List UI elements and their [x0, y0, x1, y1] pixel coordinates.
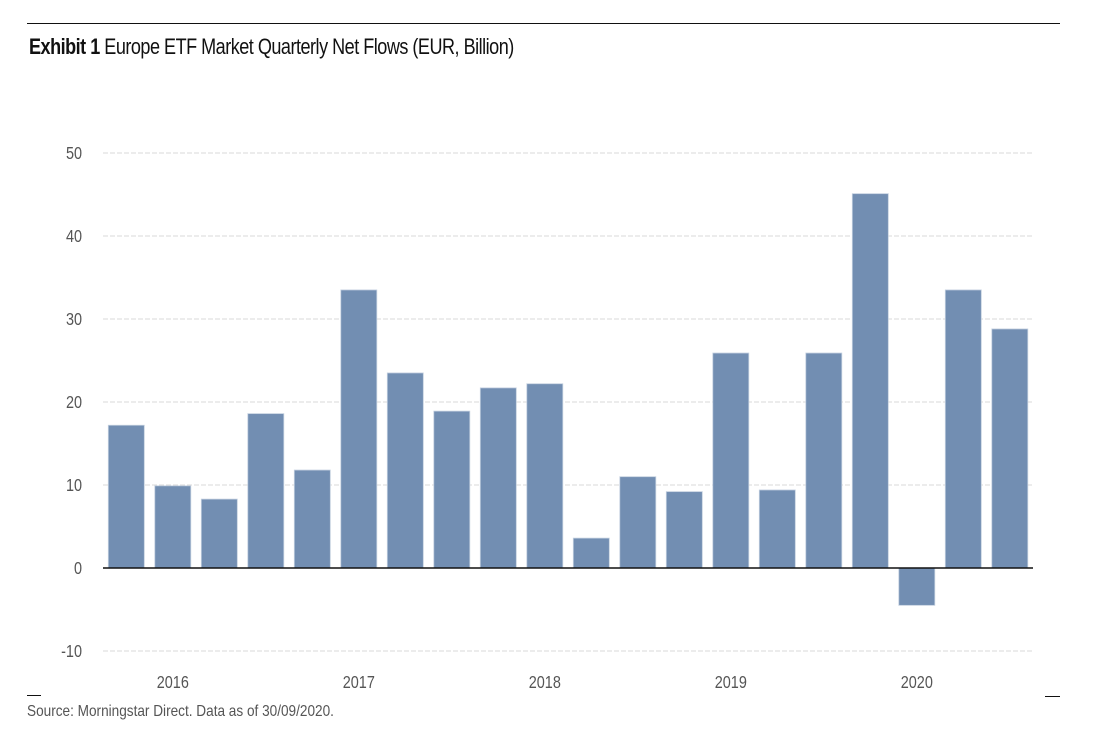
- y-tick-label: 10: [66, 476, 82, 496]
- exhibit-label: Exhibit 1: [29, 34, 100, 59]
- top-rule: [27, 23, 1060, 24]
- x-tick-label: 2018: [529, 673, 561, 693]
- bar: Q2 2019: 9.4: [758, 489, 796, 569]
- bar: Q3 2020: 28.8: [991, 328, 1029, 569]
- bar: Q1 2017: 33.5: [340, 289, 378, 569]
- x-tick-label: 2017: [343, 673, 375, 693]
- bar: Q3 2019: 25.9: [805, 352, 843, 569]
- bar: Q4 2017: 21.7: [479, 387, 517, 569]
- gridlines: [103, 152, 1033, 652]
- y-tick-label: 50: [66, 144, 82, 164]
- y-tick-label: 30: [66, 310, 82, 330]
- bar: Q1 2018: 22.2: [526, 383, 564, 569]
- bar: Q1 2019: 25.9: [712, 352, 750, 569]
- bar: Q4 2018: 9.2: [665, 491, 703, 569]
- bar: Q2 2020: 33.5: [944, 289, 982, 569]
- bar: Q4 2015: 17.2: [107, 424, 145, 569]
- bars: Q4 2015: 17.2Q1 2016: 9.9Q2 2016: 8.3Q3 …: [107, 193, 1029, 606]
- bar: Q3 2017: 18.9: [433, 410, 471, 569]
- source-note: Source: Morningstar Direct. Data as of 3…: [27, 703, 334, 720]
- bar: Q1 2016: 9.9: [154, 485, 192, 569]
- y-tick-label: 0: [74, 559, 82, 579]
- bar: Q2 2017: 23.5: [386, 372, 424, 569]
- bar: Q2 2018: 3.6: [572, 537, 610, 569]
- bar: Q4 2019: 45.1: [851, 193, 889, 569]
- x-tick-label: 2020: [901, 673, 933, 693]
- chart-title: Exhibit 1 Europe ETF Market Quarterly Ne…: [29, 34, 514, 60]
- bar: Q1 2020: -4.5: [898, 567, 936, 606]
- footer-rule-right: [1045, 696, 1060, 697]
- bar: Q3 2016: 18.6: [247, 413, 285, 569]
- x-axis-tick-labels: 2016 2017 2018 2019 2020: [157, 673, 933, 693]
- bar: Q2 2016: 8.3: [200, 498, 238, 569]
- bar: Q3 2018: 11: [619, 476, 657, 569]
- y-axis-tick-labels: -10 0 10 20 30 40 50: [61, 144, 82, 662]
- y-tick-label: 40: [66, 227, 82, 247]
- y-tick-label: 20: [66, 393, 82, 413]
- x-tick-label: 2016: [157, 673, 189, 693]
- y-tick-label: -10: [61, 642, 82, 662]
- footer-rule-left: [27, 695, 41, 696]
- bar: Q4 2016: 11.8: [293, 469, 331, 569]
- x-tick-label: 2019: [715, 673, 747, 693]
- title-text: Europe ETF Market Quarterly Net Flows (E…: [104, 34, 514, 59]
